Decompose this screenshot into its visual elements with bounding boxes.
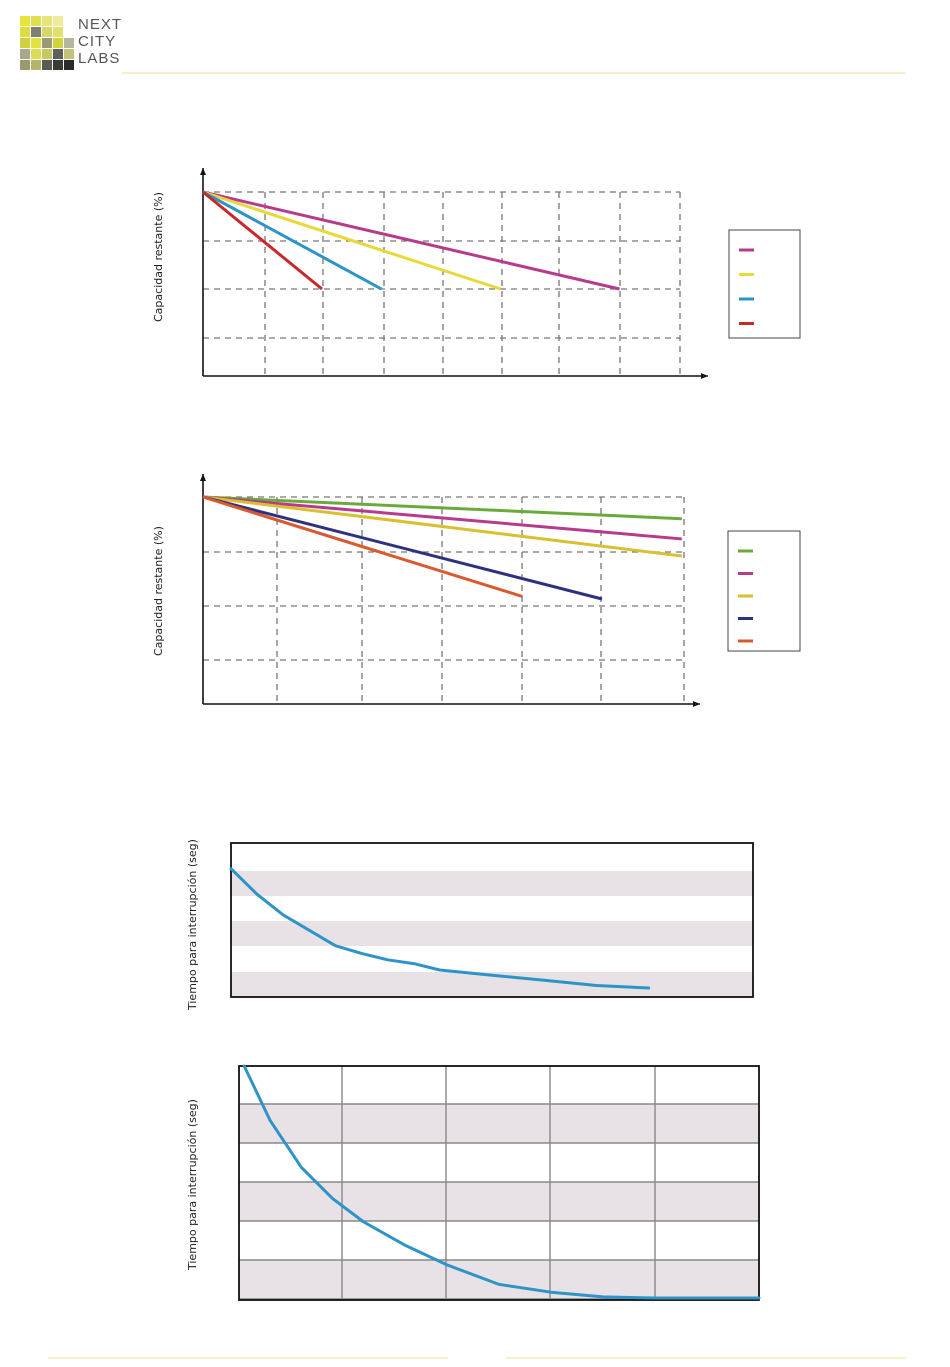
plot-frame bbox=[230, 842, 754, 998]
chart-3 bbox=[229, 842, 754, 998]
series-line-3 bbox=[202, 190, 383, 291]
y-axis-arrow-icon bbox=[200, 168, 206, 175]
plot-band bbox=[231, 871, 753, 896]
plot-band bbox=[239, 1104, 759, 1143]
legend bbox=[727, 530, 801, 652]
series-line-4 bbox=[202, 495, 603, 601]
series-line-1 bbox=[242, 1064, 761, 1300]
series-line-4 bbox=[202, 190, 323, 291]
plot-frame bbox=[238, 1065, 760, 1301]
legend-box bbox=[728, 229, 801, 339]
plot-band bbox=[239, 1260, 759, 1299]
y-axis-arrow-icon bbox=[200, 474, 206, 481]
footer-rule-left bbox=[48, 1357, 448, 1359]
chart-4 bbox=[238, 1064, 761, 1301]
legend bbox=[728, 229, 801, 339]
logo-line-3: LABS bbox=[78, 50, 121, 67]
plot-band bbox=[231, 921, 753, 946]
logo-line-2: CITY bbox=[78, 33, 117, 50]
logo-line-1: NEXT bbox=[78, 16, 123, 33]
series-line-1 bbox=[202, 495, 682, 521]
x-axis-arrow-icon bbox=[701, 373, 708, 379]
series-line-2 bbox=[202, 495, 682, 541]
plot-band bbox=[239, 1182, 759, 1221]
chart-2 bbox=[200, 474, 801, 707]
series-line-2 bbox=[202, 190, 501, 291]
logo-wordmark: NEXT CITY LABS bbox=[78, 16, 122, 67]
series-line-5 bbox=[202, 495, 523, 598]
x-axis-arrow-icon bbox=[693, 701, 700, 707]
header-rule bbox=[122, 72, 906, 74]
series-line-1 bbox=[202, 190, 620, 291]
footer-rule-right bbox=[506, 1357, 906, 1359]
logo-mosaic-icon bbox=[20, 16, 74, 70]
chart-1 bbox=[200, 168, 801, 379]
series-line-3 bbox=[202, 495, 682, 558]
series-line-1 bbox=[229, 867, 651, 990]
legend-box bbox=[727, 530, 801, 652]
next-city-labs-logo: NEXT CITY LABS bbox=[20, 16, 122, 76]
